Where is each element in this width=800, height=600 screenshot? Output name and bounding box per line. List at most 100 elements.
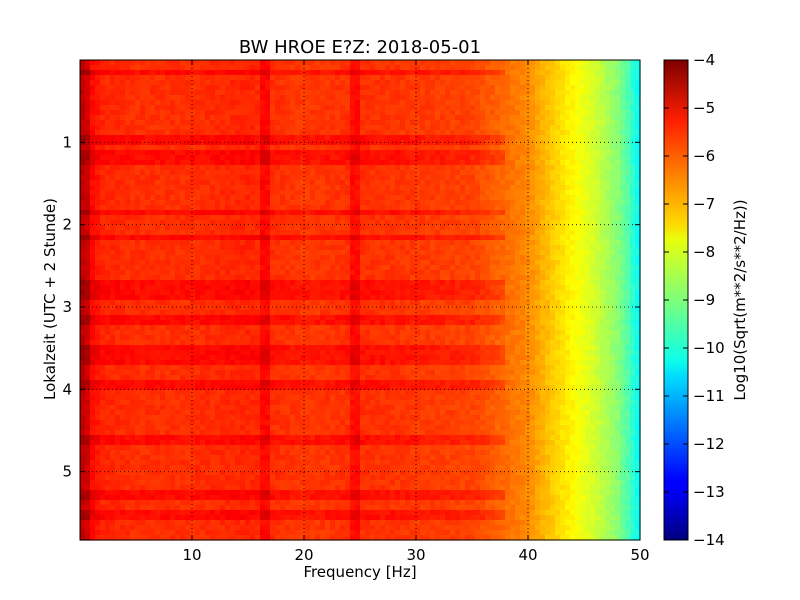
heatmap-cell: [500, 205, 506, 211]
heatmap-cell: [110, 135, 116, 141]
heatmap-cell: [235, 175, 241, 181]
heatmap-cell: [635, 80, 641, 86]
heatmap-cell: [465, 105, 471, 111]
heatmap-cell: [125, 120, 131, 126]
heatmap-cell: [430, 265, 436, 271]
heatmap-cell: [585, 175, 591, 181]
heatmap-cell: [450, 245, 456, 251]
heatmap-cell: [310, 250, 316, 256]
heatmap-cell: [335, 60, 341, 66]
heatmap-cell: [335, 65, 341, 71]
heatmap-cell: [170, 205, 176, 211]
heatmap-cell: [475, 275, 481, 281]
heatmap-cell: [500, 140, 506, 146]
heatmap-cell: [300, 90, 306, 96]
heatmap-cell: [475, 240, 481, 246]
heatmap-cell: [220, 190, 226, 196]
heatmap-cell: [530, 125, 536, 131]
heatmap-cell: [335, 185, 341, 191]
heatmap-cell: [260, 250, 266, 256]
heatmap-cell: [205, 210, 211, 216]
heatmap-cell: [550, 185, 556, 191]
heatmap-cell: [465, 255, 471, 261]
heatmap-cell: [260, 85, 266, 91]
heatmap-cell: [555, 85, 561, 91]
heatmap-cell: [335, 175, 341, 181]
heatmap-cell: [520, 270, 526, 276]
heatmap-cell: [120, 255, 126, 261]
heatmap-cell: [175, 215, 181, 221]
heatmap-cell: [515, 200, 521, 206]
heatmap-cell: [540, 75, 546, 81]
heatmap-cell: [400, 110, 406, 116]
heatmap-cell: [435, 130, 441, 136]
heatmap-cell: [500, 230, 506, 236]
heatmap-cell: [425, 140, 431, 146]
heatmap-cell: [475, 220, 481, 226]
heatmap-cell: [615, 70, 621, 76]
heatmap-cell: [350, 260, 356, 266]
heatmap-cell: [240, 190, 246, 196]
heatmap-cell: [160, 180, 166, 186]
heatmap-cell: [500, 255, 506, 261]
heatmap-cell: [205, 110, 211, 116]
heatmap-cell: [315, 235, 321, 241]
heatmap-cell: [135, 280, 141, 286]
heatmap-cell: [220, 145, 226, 151]
heatmap-cell: [270, 185, 276, 191]
heatmap-cell: [265, 120, 271, 126]
heatmap-cell: [275, 105, 281, 111]
heatmap-cell: [460, 135, 466, 141]
heatmap-cell: [570, 145, 576, 151]
heatmap-cell: [305, 230, 311, 236]
heatmap-cell: [240, 275, 246, 281]
heatmap-cell: [335, 170, 341, 176]
heatmap-cell: [80, 195, 86, 201]
heatmap-cell: [420, 165, 426, 171]
heatmap-cell: [195, 250, 201, 256]
heatmap-cell: [85, 275, 91, 281]
heatmap-cell: [180, 85, 186, 91]
heatmap-cell: [465, 190, 471, 196]
heatmap-cell: [190, 80, 196, 86]
heatmap-cell: [120, 145, 126, 151]
heatmap-cell: [310, 235, 316, 241]
heatmap-cell: [120, 265, 126, 271]
heatmap-cell: [235, 130, 241, 136]
heatmap-cell: [510, 180, 516, 186]
heatmap-cell: [515, 80, 521, 86]
heatmap-cell: [130, 205, 136, 211]
heatmap-cell: [370, 120, 376, 126]
heatmap-cell: [365, 255, 371, 261]
heatmap-cell: [305, 200, 311, 206]
heatmap-cell: [415, 205, 421, 211]
heatmap-cell: [90, 270, 96, 276]
heatmap-cell: [165, 155, 171, 161]
heatmap-cell: [235, 195, 241, 201]
heatmap-cell: [320, 240, 326, 246]
heatmap-cell: [185, 145, 191, 151]
heatmap-cell: [545, 175, 551, 181]
heatmap-cell: [350, 175, 356, 181]
heatmap-cell: [335, 165, 341, 171]
heatmap-cell: [460, 110, 466, 116]
heatmap-cell: [125, 150, 131, 156]
heatmap-cell: [500, 160, 506, 166]
heatmap-cell: [610, 80, 616, 86]
heatmap-cell: [160, 120, 166, 126]
heatmap-cell: [510, 265, 516, 271]
heatmap-cell: [510, 110, 516, 116]
heatmap-cell: [240, 90, 246, 96]
heatmap-cell: [145, 100, 151, 106]
heatmap-cell: [630, 125, 636, 131]
heatmap-cell: [125, 215, 131, 221]
heatmap-cell: [625, 230, 631, 236]
heatmap-cell: [125, 165, 131, 171]
heatmap-cell: [510, 160, 516, 166]
heatmap-cell: [370, 205, 376, 211]
heatmap-cell: [400, 255, 406, 261]
heatmap-cell: [295, 205, 301, 211]
heatmap-cell: [275, 230, 281, 236]
heatmap-cell: [170, 175, 176, 181]
heatmap-cell: [170, 225, 176, 231]
